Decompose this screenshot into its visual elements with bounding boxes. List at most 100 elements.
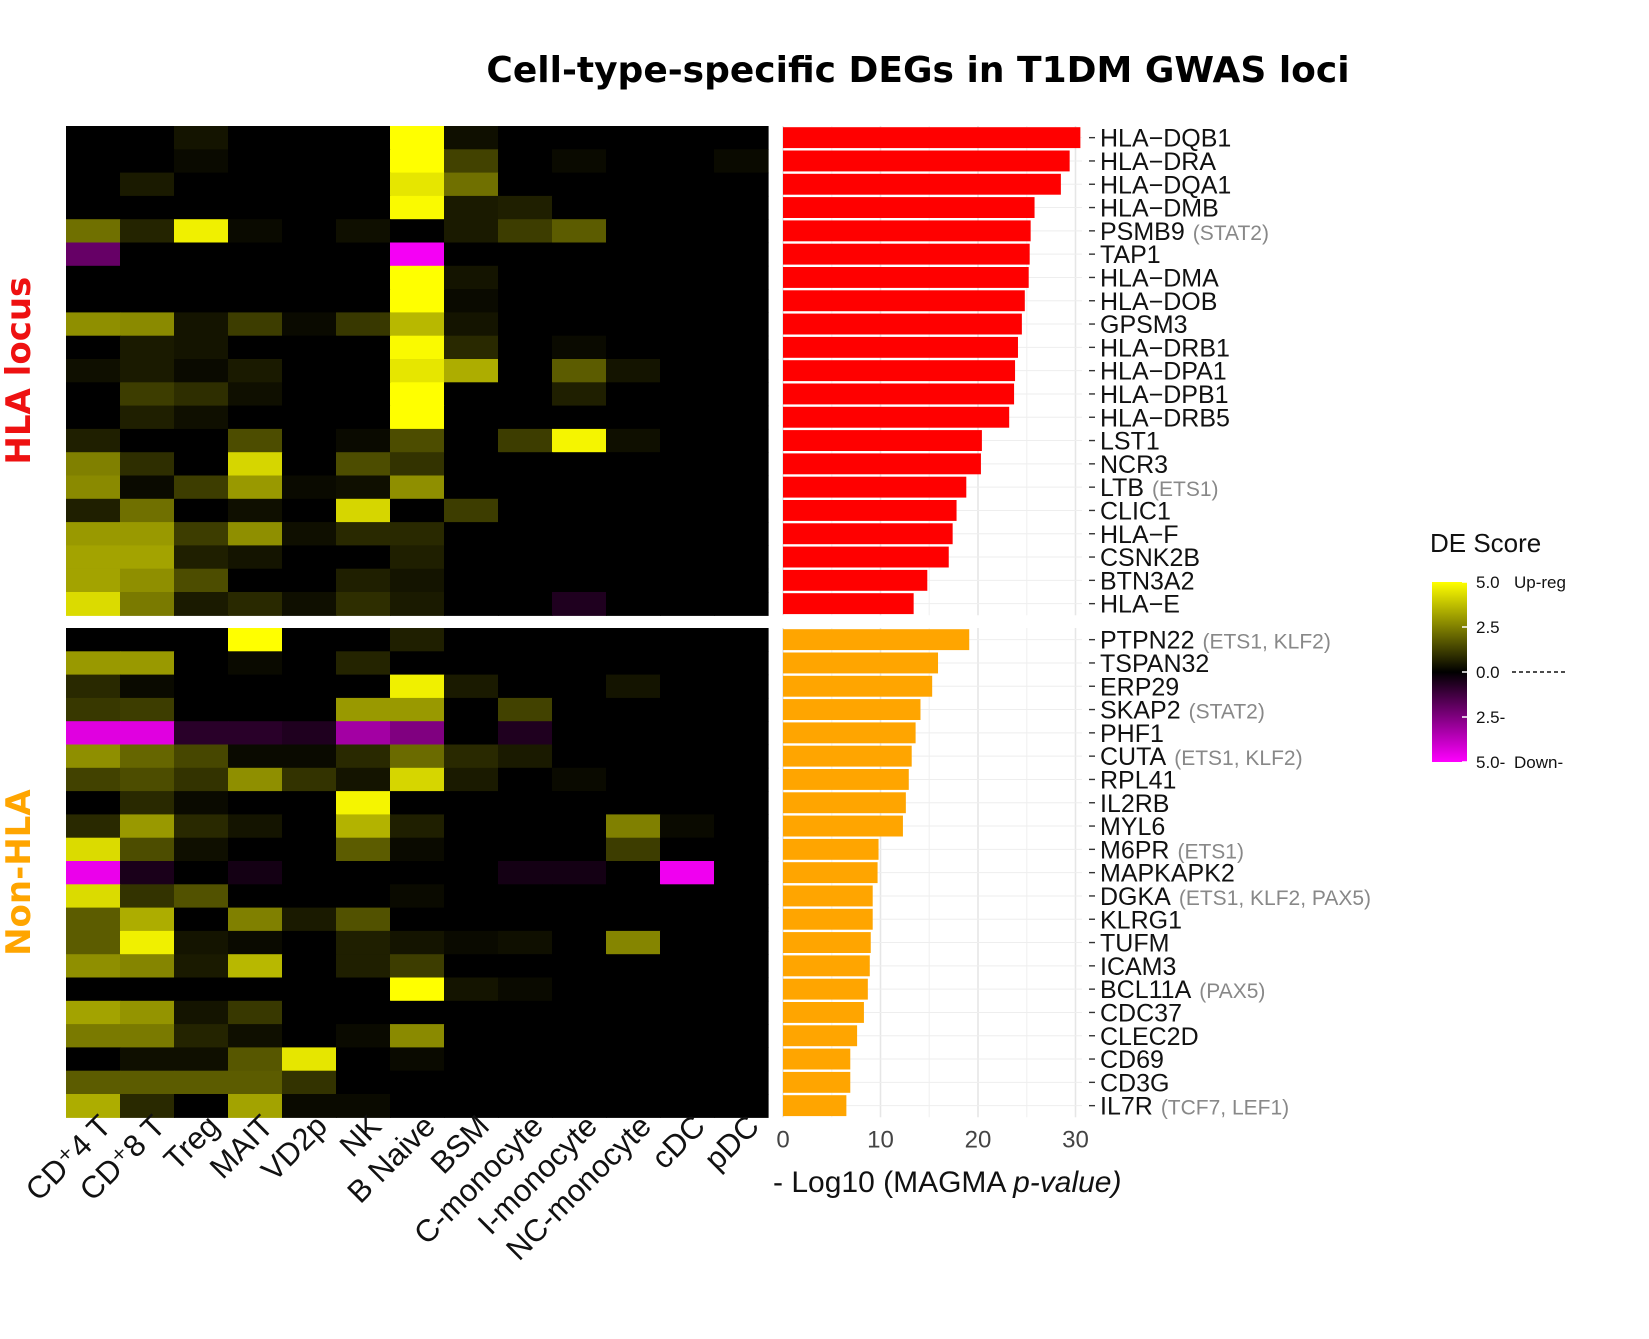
heatmap-cell xyxy=(444,1000,499,1025)
gene-label: HLA−E xyxy=(1100,591,1180,619)
heatmap-cell xyxy=(120,674,175,699)
heatmap-cell xyxy=(282,628,337,652)
heatmap-cell xyxy=(444,1047,499,1072)
heatmap-cell xyxy=(552,628,607,652)
bar xyxy=(783,1002,864,1023)
legend-title: DE Score xyxy=(1430,528,1541,558)
heatmap-cell xyxy=(444,861,499,885)
heatmap-cell xyxy=(282,592,337,616)
heatmap-cell xyxy=(444,791,499,815)
heatmap-cell xyxy=(390,674,445,699)
heatmap-cell xyxy=(228,452,283,477)
bar xyxy=(783,127,1081,149)
bar xyxy=(783,955,870,977)
heatmap-cell xyxy=(552,265,607,290)
heatmap-cell xyxy=(390,172,445,197)
heatmap-cell xyxy=(336,1000,391,1025)
heatmap-cell xyxy=(660,195,715,220)
heatmap-cell xyxy=(390,1070,445,1095)
heatmap-cell xyxy=(66,289,121,313)
heatmap-cell xyxy=(282,545,337,570)
heatmap-cell xyxy=(660,498,715,523)
gene-label: LTB (ETS1) xyxy=(1100,474,1219,502)
heatmap-cell xyxy=(714,149,769,174)
heatmap-cell xyxy=(498,475,553,500)
heatmap-cell xyxy=(282,1047,337,1072)
heatmap-cell xyxy=(66,907,121,932)
heatmap-cell xyxy=(552,312,607,337)
gene-label: HLA−DRA xyxy=(1100,148,1216,176)
heatmap-cell xyxy=(336,674,391,699)
heatmap-cell xyxy=(66,791,121,815)
heatmap-cell xyxy=(174,428,229,453)
heatmap-cell xyxy=(174,930,229,955)
bar xyxy=(783,745,912,767)
legend-label: 5.0 xyxy=(1476,573,1500,592)
heatmap-cell xyxy=(66,697,121,722)
legend-label: 5.0- xyxy=(1476,753,1505,772)
heatmap-cell xyxy=(228,568,283,593)
heatmap-cell xyxy=(174,744,229,769)
gene-label: HLA−DMA xyxy=(1100,264,1219,292)
heatmap-cell xyxy=(714,568,769,593)
heatmap-cell xyxy=(498,452,553,477)
heatmap-cell xyxy=(282,884,337,909)
heatmap-cell xyxy=(444,545,499,570)
heatmap-cell xyxy=(390,814,445,839)
heatmap-cell xyxy=(660,1047,715,1072)
heatmap-cell xyxy=(174,219,229,244)
heatmap-cell xyxy=(714,767,769,792)
heatmap-cell xyxy=(66,1000,121,1025)
heatmap-cell xyxy=(66,149,121,174)
gene-label: ERP29 xyxy=(1100,673,1179,701)
bar xyxy=(783,885,873,907)
heatmap-cell xyxy=(606,837,661,862)
gene-label: TSPAN32 xyxy=(1100,650,1209,678)
heatmap-cell xyxy=(498,568,553,593)
heatmap-cell xyxy=(498,382,553,407)
heatmap-cell xyxy=(390,884,445,909)
x-tick-label: 0 xyxy=(776,1126,789,1153)
heatmap-cell xyxy=(228,884,283,909)
heatmap-cell xyxy=(390,522,445,546)
heatmap-cell xyxy=(552,498,607,523)
heatmap-cell xyxy=(606,767,661,792)
heatmap-cell xyxy=(552,767,607,792)
heatmap-cell xyxy=(336,791,391,815)
heatmap-cell xyxy=(336,837,391,862)
heatmap-cell xyxy=(552,1070,607,1095)
heatmap-cell xyxy=(606,428,661,453)
heatmap-cell xyxy=(552,149,607,174)
gene-label: NCR3 xyxy=(1100,451,1168,479)
heatmap-cell xyxy=(714,219,769,244)
heatmap-cell xyxy=(444,814,499,839)
heatmap-cell xyxy=(498,545,553,570)
heatmap-cell xyxy=(714,359,769,383)
heatmap-cell xyxy=(714,930,769,955)
legend: DE Score 5.0 2.5 0.0 2.5- 5.0- Up-reg Down- xyxy=(1430,528,1566,772)
heatmap-cell xyxy=(120,628,175,652)
gene-label: PTPN22 (ETS1, KLF2) xyxy=(1100,627,1331,655)
heatmap-cell xyxy=(498,1070,553,1095)
heatmap-cell xyxy=(228,1047,283,1072)
heatmap-cell xyxy=(66,744,121,769)
heatmap-cell xyxy=(174,126,229,150)
heatmap-cell xyxy=(282,498,337,523)
heatmap-cell xyxy=(660,592,715,616)
heatmap-cell xyxy=(660,1000,715,1025)
heatmap-cell xyxy=(606,954,661,979)
heatmap-cell xyxy=(282,265,337,290)
bar xyxy=(783,1025,858,1047)
heatmap-cell xyxy=(228,651,283,676)
heatmap-cell xyxy=(444,382,499,407)
heatmap-cell xyxy=(498,149,553,174)
heatmap-cell xyxy=(336,335,391,360)
heatmap-cell xyxy=(228,359,283,383)
heatmap-cell xyxy=(66,265,121,290)
gene-label: GPSM3 xyxy=(1100,311,1188,339)
heatmap-cell xyxy=(498,814,553,839)
gene-label: KLRG1 xyxy=(1100,906,1182,934)
tf-annotation: (TCF7, LEF1) xyxy=(1161,1097,1289,1120)
heatmap-cell xyxy=(714,195,769,220)
heatmap-cell xyxy=(120,265,175,290)
